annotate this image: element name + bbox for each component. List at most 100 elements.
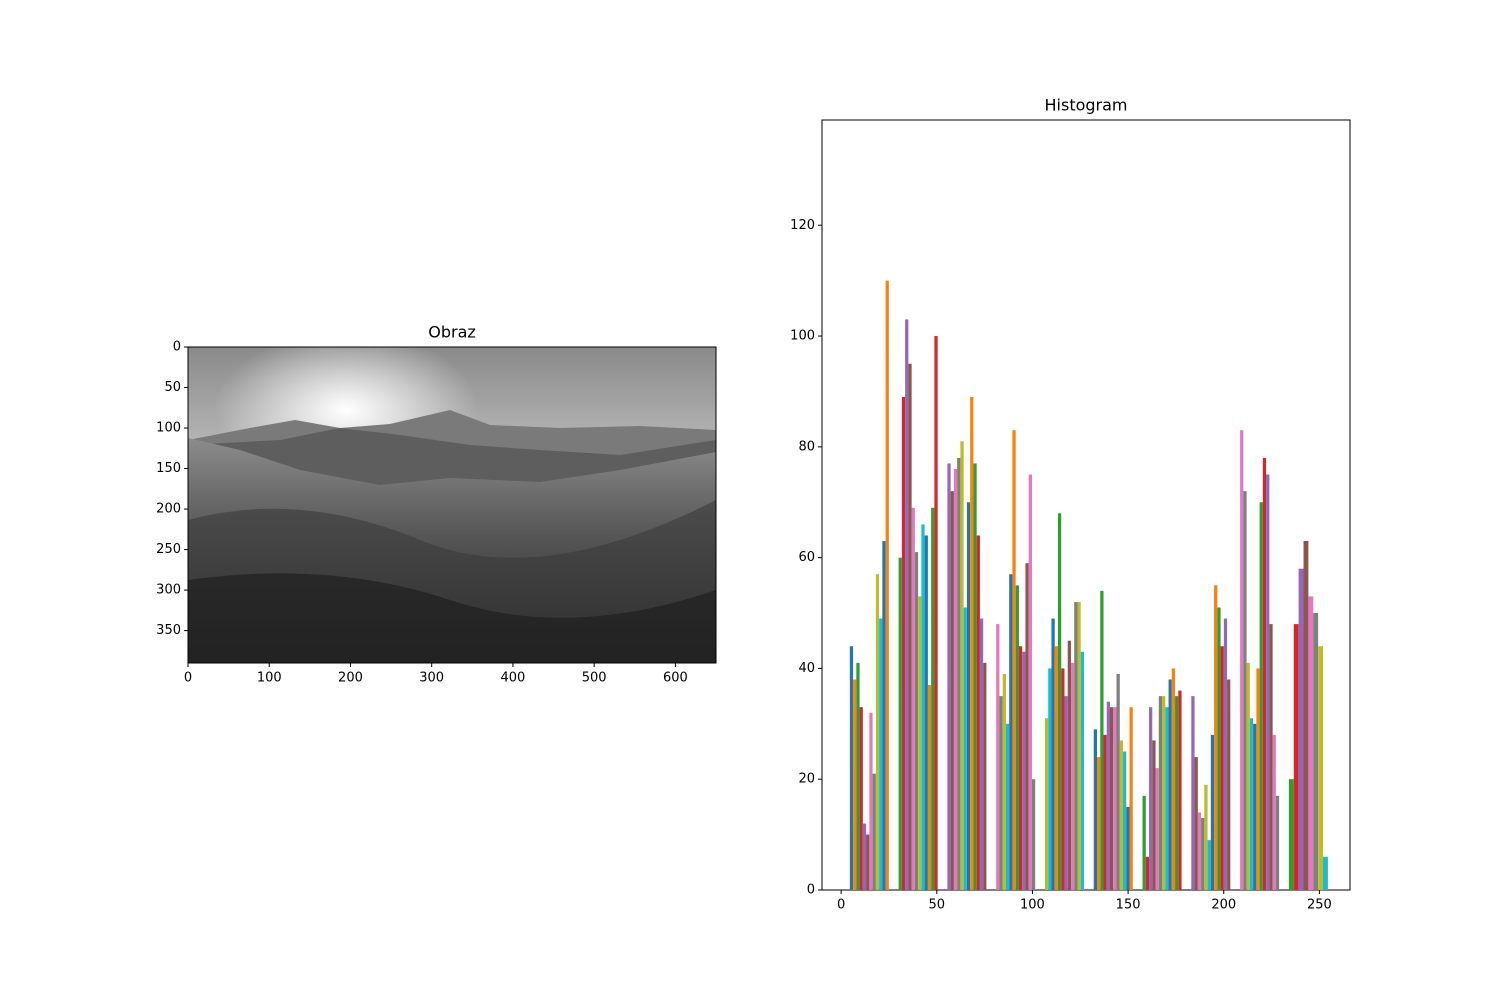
hist-bar (1022, 651, 1026, 890)
chart-title: Obraz (428, 323, 476, 342)
hist-bar (999, 696, 1003, 890)
hist-bar (1210, 734, 1215, 890)
hist-bar (1077, 601, 1081, 890)
hist-bar (1266, 474, 1270, 890)
x-tick-label: 600 (663, 671, 688, 686)
hist-bar (1217, 607, 1221, 890)
x-tick-label: 150 (1116, 898, 1141, 913)
axes-frame (187, 346, 717, 664)
hist-bar (1313, 613, 1319, 890)
y-tick-label: 350 (156, 623, 181, 638)
hist-bar (1116, 673, 1120, 890)
hist-bar (1178, 690, 1182, 890)
hist-bar (1067, 640, 1071, 890)
hist-bar (869, 712, 873, 890)
hist-bar (1093, 729, 1097, 890)
hist-bar (1113, 707, 1117, 890)
y-tick-label: 40 (798, 661, 815, 676)
hist-bar (996, 624, 1000, 890)
hist-bar (1057, 513, 1062, 890)
hist-bar (1061, 668, 1065, 890)
hist-bar (1074, 601, 1078, 890)
hist-bar (866, 834, 870, 890)
hist-bar (853, 679, 857, 890)
hist-bar (875, 574, 880, 890)
hist-bar (1191, 696, 1195, 890)
image (188, 347, 716, 663)
hist-bar (953, 468, 958, 890)
hist-bar (1194, 757, 1198, 890)
axes-frame (821, 119, 1351, 891)
hist-bar (1318, 646, 1324, 890)
x-tick-label: 200 (1211, 898, 1236, 913)
hist-bar (901, 396, 906, 890)
hist-bar (963, 607, 967, 890)
hist-bar (859, 707, 863, 890)
y-tick-label: 80 (798, 439, 815, 454)
y-tick-label: 50 (164, 380, 181, 395)
y-tick-label: 100 (156, 421, 181, 436)
hist-bar (1031, 779, 1036, 890)
hist-bar (1298, 568, 1304, 890)
hist-bar (879, 618, 883, 890)
hist-bar (914, 552, 919, 890)
x-tick-label: 250 (1307, 898, 1332, 913)
hist-bar (1201, 817, 1205, 890)
hist-bar (1207, 840, 1211, 890)
hist-bar (918, 596, 922, 890)
y-tick-label: 20 (798, 772, 815, 787)
hist-bar (1106, 701, 1111, 890)
hist-bar (1018, 646, 1023, 890)
hist-bar (1204, 784, 1208, 890)
hist-bar (1097, 757, 1101, 890)
hist-bar (856, 662, 860, 890)
x-tick-label: 0 (837, 898, 845, 913)
hist-bar (947, 463, 951, 890)
hist-bar (1158, 696, 1163, 890)
hist-bar (970, 396, 974, 890)
hist-bar (1028, 474, 1032, 890)
hist-bar (960, 441, 964, 890)
hist-bar (1262, 457, 1267, 890)
hist-bar (1175, 696, 1179, 890)
hist-bar (979, 618, 984, 890)
hist-bar (1054, 646, 1058, 890)
hist-bar (885, 280, 889, 891)
hist-bar (1214, 585, 1218, 890)
hist-bar (1275, 795, 1280, 890)
hist-bar (1044, 718, 1049, 890)
y-tick-label: 300 (156, 583, 181, 598)
hist-bar (931, 507, 935, 890)
hist-bar (1165, 707, 1169, 890)
y-tick-label: 150 (156, 461, 181, 476)
x-tick-label: 200 (338, 671, 363, 686)
hist-bar (1256, 668, 1260, 890)
hist-bar (1142, 795, 1146, 890)
hist-bar (1155, 768, 1159, 890)
hist-bar (1080, 651, 1084, 890)
hist-bar (1005, 723, 1010, 890)
x-tick-label: 0 (184, 671, 192, 686)
hist-bar (1303, 541, 1309, 890)
x-tick-label: 50 (929, 898, 946, 913)
hist-bar (1070, 662, 1075, 890)
hist-bar (1149, 707, 1153, 890)
hist-bar (1015, 585, 1019, 890)
x-tick-label: 400 (501, 671, 526, 686)
hist-bar (1051, 618, 1055, 890)
hist-bar (1293, 624, 1299, 890)
y-tick-label: 60 (798, 550, 815, 565)
hist-bar (1064, 696, 1068, 890)
hist-bar (908, 363, 912, 891)
hist-bar (957, 457, 961, 890)
y-tick-label: 120 (790, 218, 815, 233)
hist-bar (905, 319, 909, 891)
x-tick-label: 100 (257, 671, 282, 686)
hist-bar (1100, 590, 1104, 890)
hist-bar (1025, 563, 1029, 890)
hist-bar (921, 524, 925, 890)
y-tick-label: 0 (807, 883, 815, 898)
hist-bar (924, 535, 928, 890)
hist-bar (1272, 734, 1276, 890)
hist-bar (1223, 618, 1228, 890)
